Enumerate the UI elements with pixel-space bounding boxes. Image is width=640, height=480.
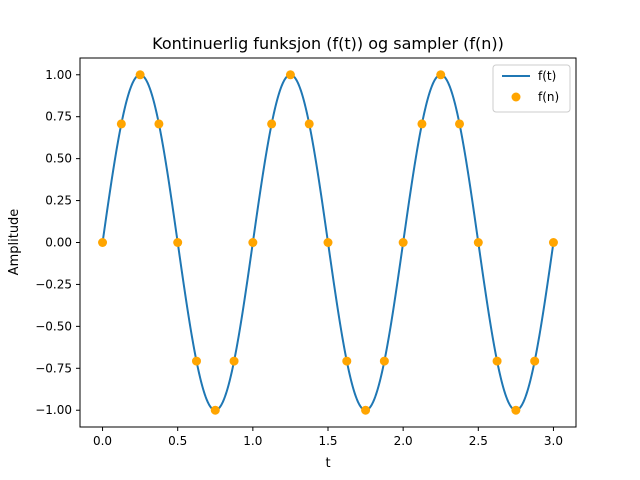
sample-point	[548, 238, 558, 247]
sample-point	[267, 119, 277, 129]
y-axis-label: Amplitude	[7, 209, 22, 276]
sample-point	[361, 405, 371, 415]
y-tick-label: 0.00	[45, 236, 72, 250]
x-tick-label: 2.0	[394, 434, 413, 448]
x-tick-label: 1.0	[243, 434, 262, 448]
x-tick-label: 1.5	[318, 434, 337, 448]
y-tick-label: 1.00	[45, 68, 72, 82]
legend: f(t) f(n)	[492, 64, 571, 113]
sample-point	[229, 356, 239, 366]
sample-point	[492, 356, 502, 366]
sample-point	[323, 238, 333, 247]
x-tick-label: 0.0	[93, 434, 112, 448]
x-axis-label: t	[325, 456, 330, 471]
y-tick-label: 0.50	[45, 152, 72, 166]
sample-point	[98, 238, 108, 247]
x-tick-label: 2.5	[469, 434, 488, 448]
sample-point	[379, 356, 389, 366]
sample-point	[511, 405, 521, 415]
y-tick-label: −1.00	[35, 403, 72, 417]
sample-point	[304, 119, 314, 129]
sample-point	[191, 356, 201, 366]
sample-point	[210, 405, 220, 415]
sample-point	[135, 70, 145, 80]
y-tick-label: −0.25	[35, 277, 72, 291]
sample-point	[398, 238, 408, 247]
sample-point	[417, 119, 427, 129]
sample-point	[455, 119, 465, 129]
y-tick-label: 0.75	[45, 110, 72, 124]
x-tick-label: 3.0	[544, 434, 563, 448]
y-tick-label: −0.75	[35, 361, 72, 375]
sample-point	[342, 356, 352, 366]
x-tick-label: 0.5	[168, 434, 187, 448]
legend-box	[492, 64, 571, 113]
sample-point	[116, 119, 126, 129]
sample-point	[530, 356, 540, 366]
y-tick-label: −0.50	[35, 319, 72, 333]
sample-point	[248, 238, 258, 247]
sample-point	[154, 119, 164, 129]
sample-point	[173, 238, 183, 247]
sample-point	[285, 70, 295, 80]
chart-title: Kontinuerlig funksjon (f(t)) og sampler …	[152, 34, 504, 53]
y-tick-label: 0.25	[45, 194, 72, 208]
sample-point	[436, 70, 446, 80]
legend-label-f-t: f(t)	[538, 69, 556, 83]
axes: 0.0 0.5 1.0 1.5 2.0 2.5 3.0 −1.00 −0.75 −0.50 −0.2…	[35, 57, 577, 448]
legend-marker-swatch	[511, 92, 521, 102]
sample-point	[473, 238, 483, 247]
legend-label-f-n: f(n)	[538, 90, 559, 104]
plot-area	[98, 70, 558, 415]
